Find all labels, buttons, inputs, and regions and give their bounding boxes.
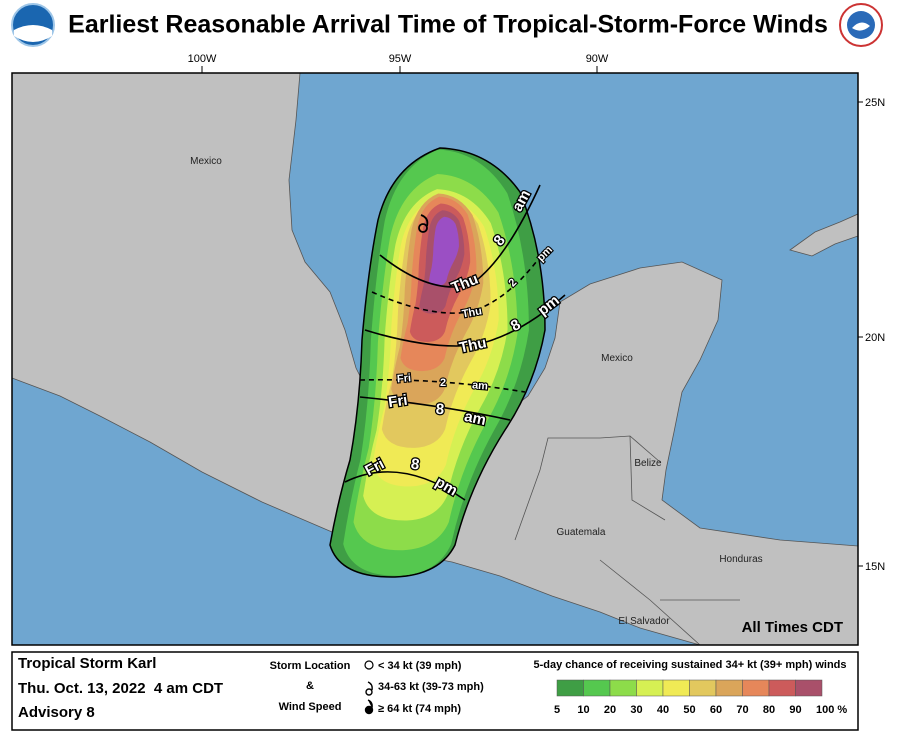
scale-swatch [662,679,690,697]
time-contour [359,378,526,393]
storm-name: Tropical Storm Karl [18,655,156,672]
legend-title: Storm Location [270,660,351,672]
probability-area [428,216,459,286]
place-label: Mexico [601,353,633,364]
map-frame [11,72,859,646]
contour-label: Fri [387,392,408,412]
scale-label: 80 [763,704,775,716]
icon-hurricane [364,699,374,715]
title: Earliest Reasonable Arrival Time of Trop… [68,11,828,39]
borders [514,435,740,645]
time-note: All Times CDT [742,619,843,636]
latitude-label: 25N [865,97,885,109]
legend-title: Wind Speed [279,701,342,713]
contour-label: Fri [396,372,411,385]
scale-swatch [715,679,743,697]
contour-label: Thu [461,305,483,320]
noaa-logo [11,3,55,47]
issue-time: Thu. Oct. 13, 2022 4 am CDT [18,680,223,697]
scale-label: 90 [789,704,801,716]
latitude-label: 15N [865,561,885,573]
scale-label: 40 [657,704,669,716]
scale-swatch [689,679,717,697]
scale-label: 70 [736,704,748,716]
time-contour [371,249,546,314]
contour-label: 8 [435,401,445,419]
time-contour [359,396,511,421]
scale-label: 60 [710,704,722,716]
contour-label: 8 [410,455,421,473]
nws-logo [839,3,883,47]
legend-title: & [306,680,314,692]
cuba [789,213,858,257]
scale-swatch [795,679,823,697]
place-label: Mexico [190,156,222,167]
scale-label: 100 % [816,704,847,716]
time-contour [364,294,566,347]
contour-label: 2 [440,377,446,389]
legend-item: < 34 kt (39 mph) [378,660,462,672]
longitude-label: 95W [389,53,412,65]
legend-item: 34-63 kt (39-73 mph) [378,681,484,693]
scale-label: 50 [683,704,695,716]
scale-swatch [742,679,770,697]
probability-scale: 5 10 20 30 40 50 60 70 80 90 100 % [554,679,847,716]
contour-label: am [472,379,489,392]
scale-swatch [768,679,796,697]
longitude-label: 100W [188,53,217,65]
place-label: Belize [634,458,662,469]
scale-label: 5 [554,704,560,716]
time-contour [344,471,466,501]
place-label: El Salvador [618,616,670,627]
legend-item: ≥ 64 kt (74 mph) [378,703,461,715]
scale-swatch [583,679,611,697]
place-label: Honduras [719,554,762,565]
scale-label: 10 [577,704,589,716]
map [12,73,858,645]
scale-swatch [609,679,637,697]
storm-symbol [418,214,429,233]
scale-title: 5-day chance of receiving sustained 34+ … [534,659,847,671]
place-label: Guatemala [557,527,606,538]
scale-swatch [636,679,664,697]
icon-weak [364,660,374,670]
scale-swatch [556,679,584,697]
latitude-label: 20N [865,332,885,344]
scale-label: 30 [630,704,642,716]
advisory: Advisory 8 [18,704,95,721]
icon-ts [365,681,373,696]
scale-label: 20 [604,704,616,716]
contour-label: am [463,408,488,429]
time-contour [379,184,541,288]
longitude-label: 90W [586,53,609,65]
